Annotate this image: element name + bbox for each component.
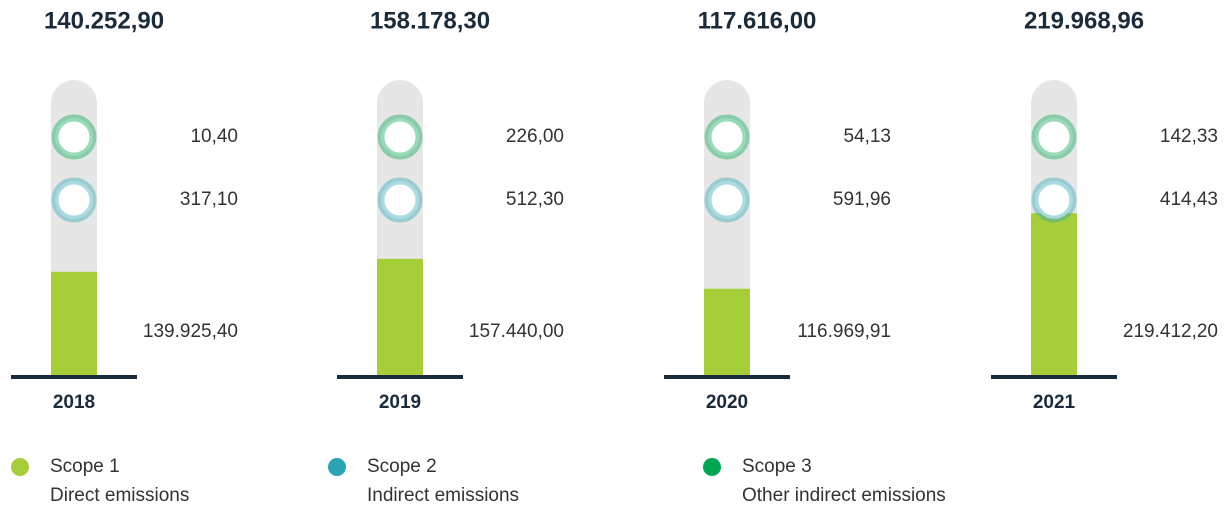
legend-description: Other indirect emissions <box>742 485 946 506</box>
value-label: 226,00 <box>506 126 564 147</box>
ring <box>1031 177 1077 223</box>
ring <box>51 114 97 160</box>
legend-dot <box>328 458 346 476</box>
legend-name: Scope 3 <box>742 456 812 477</box>
value-label: 591,96 <box>833 189 891 210</box>
legend-description: Indirect emissions <box>367 485 519 506</box>
bar <box>1031 213 1077 375</box>
legend-name: Scope 1 <box>50 456 120 477</box>
year-label: 2020 <box>706 392 748 413</box>
value-label: 512,30 <box>506 189 564 210</box>
value-label: 142,33 <box>1160 126 1218 147</box>
value-label: 317,10 <box>180 189 238 210</box>
ring <box>377 177 423 223</box>
value-label: 414,43 <box>1160 189 1218 210</box>
value-label: 10,40 <box>190 126 238 147</box>
total-label: 219.968,96 <box>1024 7 1144 34</box>
value-label: 116.969,91 <box>797 321 891 342</box>
value-label: 157.440,00 <box>469 321 564 342</box>
year-label: 2018 <box>53 392 95 413</box>
value-label: 139.925,40 <box>143 321 238 342</box>
value-label: 54,13 <box>843 126 891 147</box>
ring <box>51 177 97 223</box>
ring <box>377 114 423 160</box>
total-label: 140.252,90 <box>44 7 164 34</box>
legend-description: Direct emissions <box>50 485 189 506</box>
bar <box>51 271 97 375</box>
bar <box>377 258 423 375</box>
legend-dot <box>11 458 29 476</box>
total-label: 117.616,00 <box>698 7 817 34</box>
ring <box>704 177 750 223</box>
total-label: 158.178,30 <box>370 7 490 34</box>
legend-name: Scope 2 <box>367 456 437 477</box>
ring <box>704 114 750 160</box>
year-label: 2021 <box>1033 392 1076 413</box>
ring <box>1031 114 1077 160</box>
bar <box>704 288 750 375</box>
year-label: 2019 <box>379 392 421 413</box>
legend-dot <box>703 458 721 476</box>
value-label: 219.412,20 <box>1123 321 1218 342</box>
